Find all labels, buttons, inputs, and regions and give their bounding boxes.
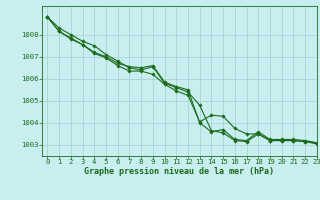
X-axis label: Graphe pression niveau de la mer (hPa): Graphe pression niveau de la mer (hPa) <box>84 167 274 176</box>
